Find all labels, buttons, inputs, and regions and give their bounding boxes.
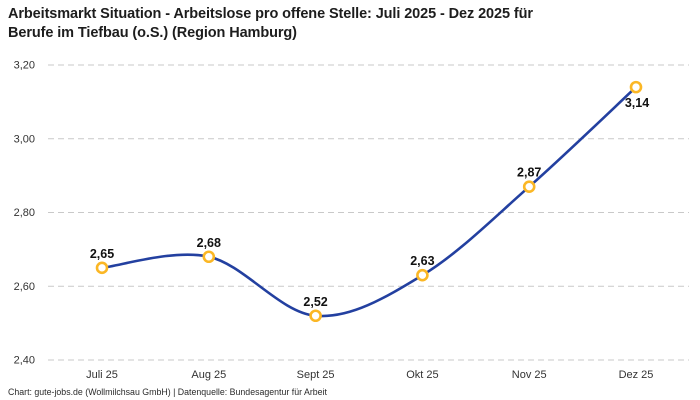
chart-title-line2: Berufe im Tiefbau (o.S.) (Region Hamburg… — [8, 25, 297, 41]
data-point-label: 2,52 — [303, 295, 327, 309]
data-series-line — [100, 85, 638, 318]
data-point-marker — [416, 268, 429, 282]
x-tick-label: Juli 25 — [86, 369, 118, 381]
data-point-marker — [202, 250, 216, 264]
y-tick-label: 2,60 — [14, 281, 35, 293]
chart-title-line1: Arbeitsmarkt Situation - Arbeitslose pro… — [8, 6, 533, 22]
data-point-marker — [309, 309, 322, 323]
data-point-label: 2,87 — [517, 166, 541, 180]
data-point-label: 2,65 — [90, 247, 114, 261]
data-point-label: 3,14 — [625, 96, 649, 110]
x-tick-label: Nov 25 — [512, 369, 547, 381]
y-tick-label: 3,20 — [14, 60, 35, 72]
data-point-marker — [522, 180, 536, 193]
x-tick-label: Aug 25 — [191, 369, 226, 381]
x-tick-label: Okt 25 — [406, 369, 438, 381]
data-point-marker — [95, 261, 109, 275]
data-point-label: 2,63 — [410, 254, 434, 268]
y-tick-label: 3,00 — [14, 133, 35, 145]
data-point-label: 2,68 — [197, 236, 221, 250]
data-point-marker — [629, 80, 643, 94]
y-tick-label: 2,40 — [14, 355, 35, 367]
chart-footer-credit: Chart: gute-jobs.de (Wollmilchsau GmbH) … — [8, 387, 327, 397]
x-tick-label: Dez 25 — [619, 369, 654, 381]
chart-title: Arbeitsmarkt Situation - Arbeitslose pro… — [8, 5, 684, 43]
x-tick-label: Sept 25 — [297, 369, 335, 381]
y-tick-label: 2,80 — [14, 207, 35, 219]
